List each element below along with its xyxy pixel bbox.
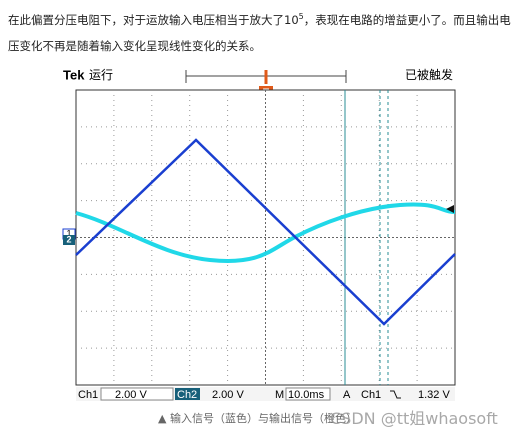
output-waveform [75,202,456,263]
state: 运行 [89,68,113,82]
status-box [175,388,200,400]
status-text: M [275,389,284,401]
caption: ▲ 输入信号（蓝色）与输出信号（橙色） [158,412,357,425]
status-text: Ch1 [78,389,98,401]
status-text: A [343,389,351,401]
status: Ch1 2.00 V Ch2 2.00 V M 10.0ms A Ch1 1.3… [78,387,450,401]
watermark: CSDN @tt姐whaosoft [330,409,498,428]
text: 在此偏置分压电阻下，对于运放输入电压相当于放大了10 [8,12,299,27]
ch1-marker: 1 [66,228,71,238]
status-text: 10.0ms [288,389,325,401]
slope-icon [390,390,401,399]
ch2-marker-box [63,235,75,245]
status-text: 2.00 V [212,389,244,401]
status-text: 1.32 V [418,389,450,401]
cursor-dashed [379,90,389,385]
status-text: Ch2 [177,389,197,401]
brand: Tek [63,67,85,82]
superscript: 5 [298,12,304,21]
input-waveform [75,138,456,326]
status-box [285,387,331,401]
status-text: 2.00 V [115,389,147,401]
paragraph: 在此偏置分压电阻下，对于运放输入电压相当于放大了105，表现在电路的增益更小了。… [8,4,513,59]
ch2-marker: 2 [66,234,71,244]
status-box [100,387,174,401]
trigger-status: 已被触发 [405,67,453,82]
text: ，表现在电路的增益更小了。而且输出电压变化不再是随着输入变化呈现线性变化的关系。 [8,12,511,53]
trigger-level-arrow [446,205,454,213]
status-text: Ch1 [361,389,381,401]
center-axes [76,90,455,385]
